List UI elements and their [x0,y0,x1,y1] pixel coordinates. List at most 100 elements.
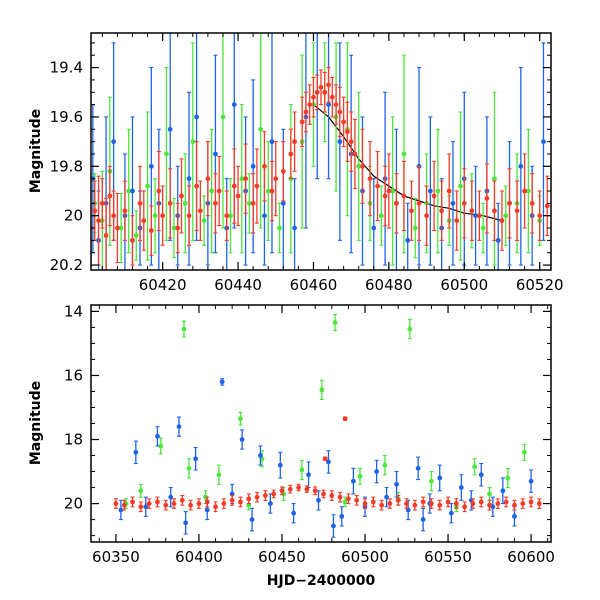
top-data-point [148,228,154,233]
top-data-point [390,188,396,194]
bottom-data-point [181,326,187,332]
top-data-point [288,151,294,157]
bottom-data-point [472,464,478,470]
top-y-tick-label: 20 [64,207,83,225]
top-data-point [239,176,245,182]
bottom-data-point [445,499,451,505]
bottom-data-point [453,501,459,506]
top-data-point [412,225,418,231]
top-data-point [307,102,313,107]
bottom-data-point [238,499,243,505]
top-data-point [194,114,199,120]
bottom-data-point [287,486,293,492]
bottom-data-point [512,502,517,508]
top-data-point [416,200,422,206]
bottom-data-point [458,485,464,490]
top-data-point [167,200,173,206]
top-data-point [145,183,150,189]
top-data-point [356,163,362,169]
bottom-data-point [183,520,189,526]
top-data-point [269,188,275,194]
bottom-data-point [370,499,376,505]
bottom-data-point [420,517,426,522]
top-data-point [107,193,113,199]
bottom-data-point [158,443,164,449]
top-data-point [205,176,211,182]
top-data-point [529,200,535,206]
top-data-point [401,193,407,199]
bottom-data-point [362,501,368,506]
bottom-x-tick-label: 60500 [341,548,389,566]
bottom-data-point [478,499,484,505]
bottom-data-point [342,416,348,422]
top-data-point [431,193,437,199]
top-data-point [209,188,215,194]
top-data-point [262,213,267,219]
top-data-point [250,200,256,206]
bottom-data-point [339,513,345,519]
bottom-y-tick-label: 16 [64,366,83,384]
top-data-point [360,163,365,169]
top-data-point [348,139,354,145]
bottom-data-point [500,488,506,494]
bottom-data-point [257,453,263,458]
bottom-data-point [221,501,227,506]
top-data-point [476,213,482,219]
top-data-point [231,102,237,107]
bottom-data-point [322,456,328,462]
bottom-data-point [118,507,124,513]
bottom-data-point [374,469,380,474]
top-data-point [277,225,282,231]
bottom-data-point [505,475,511,481]
top-data-point [250,163,256,169]
top-data-point [122,208,128,214]
bottom-y-axis-title: Magnitude [28,381,44,465]
bottom-y-tick-label: 14 [64,302,83,320]
top-data-point [171,225,177,231]
top-data-point [213,200,218,206]
top-data-point [427,188,433,194]
bottom-data-point [279,488,285,494]
bottom-data-point [415,465,421,471]
top-data-point [220,114,226,120]
bottom-light-curve-panel: 60350 60400 60450 60500 60550 60600 14 16 18 20 M… [28,302,555,589]
top-data-point [480,225,486,231]
bottom-data-point [536,501,542,506]
bottom-series-0 [123,314,527,513]
bottom-data-point [168,494,174,500]
bottom-data-point [155,433,160,439]
top-data-point [194,183,199,189]
bottom-data-point [196,501,202,506]
bottom-x-tick-label: 60350 [92,548,140,566]
bottom-data-point [487,491,492,497]
top-data-point [280,168,286,174]
bottom-data-point [331,523,336,529]
top-data-point [503,213,509,219]
top-data-point [518,163,524,169]
bottom-data-point [188,502,194,508]
top-data-point [152,213,158,219]
bottom-data-point [412,502,418,508]
top-data-point [522,188,528,194]
top-data-point [182,200,188,206]
top-data-point [454,218,460,224]
bottom-data-point [312,488,318,494]
bottom-x-tick-label: 60600 [507,548,555,566]
bottom-data-point [296,485,301,490]
bottom-data-point [337,494,343,500]
bottom-data-point [176,424,182,430]
bottom-data-point [478,472,484,478]
bottom-data-point [354,497,360,503]
top-data-points [91,33,550,270]
top-data-point [111,213,117,219]
top-data-point [544,203,550,209]
bottom-data-point [121,502,127,508]
top-data-point [525,188,531,194]
top-data-point [99,200,105,206]
top-y-tick-label: 19.4 [50,59,83,77]
bottom-data-point [503,499,509,505]
bottom-data-point [470,501,476,506]
top-data-point [326,82,331,88]
bottom-data-point [204,507,210,513]
bottom-data-point [213,504,218,510]
